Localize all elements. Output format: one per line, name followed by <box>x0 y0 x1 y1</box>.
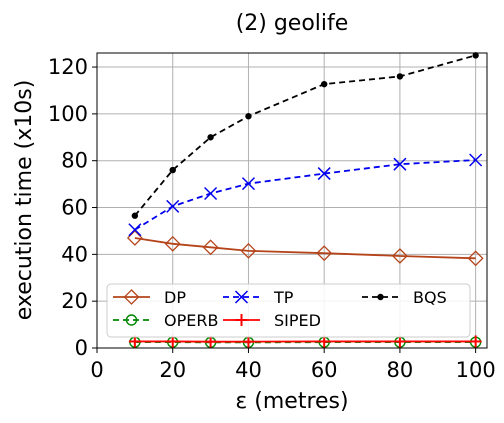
x-tick-label: 0 <box>90 358 103 382</box>
diamond-marker <box>240 242 257 259</box>
data-point-bqs <box>131 212 139 219</box>
x-axis-title: ε (metres) <box>235 389 348 414</box>
data-point-tp <box>469 153 483 167</box>
y-tick-label: 80 <box>61 149 88 173</box>
x-marker-stroke <box>234 290 249 304</box>
grid <box>96 53 487 349</box>
x-marker-stroke <box>204 186 218 201</box>
legend-entry-operb: OPERB <box>113 311 218 330</box>
legend-label: SIPED <box>274 311 321 330</box>
data-point-dp <box>164 235 181 252</box>
y-tick-label: 60 <box>61 196 88 220</box>
data-point-tp <box>204 186 218 201</box>
data-point-bqs <box>396 73 404 80</box>
data-point-siped <box>469 335 482 348</box>
data-point-tp <box>393 157 407 171</box>
x-tick-label: 60 <box>311 358 338 382</box>
dot-marker <box>472 52 479 59</box>
legend-label: DP <box>164 288 186 307</box>
data-point-dp <box>126 230 143 246</box>
dot-marker <box>131 212 139 219</box>
x-tick-label: 80 <box>387 358 414 382</box>
dot-marker <box>396 73 404 80</box>
axes: 0 20 40 60 80 100 0 20 40 60 80 100 120 <box>48 52 496 382</box>
data-point-tp <box>317 167 331 181</box>
plot-frame <box>96 52 488 349</box>
diamond-marker <box>467 250 484 267</box>
x-tick-label: 40 <box>235 358 262 382</box>
x-marker-stroke <box>166 199 180 213</box>
circle-marker <box>125 314 138 326</box>
series-bqs <box>131 52 479 219</box>
x-marker-stroke <box>393 157 407 171</box>
legend-label: OPERB <box>164 311 218 330</box>
legend: DP TP BQS OPERB SIPED <box>106 283 471 338</box>
chart-title: (2) geolife <box>236 11 349 36</box>
data-point-tp <box>241 177 255 191</box>
legend-marker <box>123 289 140 305</box>
diamond-marker <box>316 245 333 262</box>
y-tick-label: 120 <box>48 55 88 79</box>
diamond-marker <box>202 239 219 256</box>
x-tick-label: 100 <box>456 358 496 382</box>
x-marker-stroke <box>317 167 331 181</box>
legend-marker <box>125 314 138 326</box>
data-point-bqs <box>207 134 214 141</box>
legend-marker <box>234 290 249 304</box>
data-point-bqs <box>169 166 176 174</box>
series-tp <box>128 153 483 237</box>
dot-marker <box>169 166 176 174</box>
data-point-siped <box>242 335 255 348</box>
data-point-bqs <box>320 80 328 88</box>
data-point-dp <box>240 242 257 259</box>
y-axis-title: execution time (x10s) <box>12 80 37 321</box>
legend-entry-bqs: BQS <box>362 288 447 307</box>
legend-entry-dp: DP <box>113 288 186 307</box>
y-tick-label: 40 <box>61 242 88 266</box>
y-tick-label: 20 <box>61 289 88 313</box>
data-point-tp <box>166 199 180 213</box>
data-point-tp <box>128 223 142 237</box>
diamond-marker <box>126 230 143 246</box>
data-point-dp <box>316 245 333 262</box>
legend-marker <box>235 314 248 326</box>
x-marker-stroke <box>241 177 255 191</box>
data-point-bqs <box>245 113 252 120</box>
series-line-tp <box>134 159 476 231</box>
dot-marker <box>320 80 328 88</box>
dot-marker <box>207 134 214 141</box>
data-point-dp <box>202 239 219 256</box>
legend-label: BQS <box>413 288 447 307</box>
y-tick-label: 0 <box>75 336 88 360</box>
dot-marker <box>245 113 252 120</box>
dot-marker <box>377 293 384 301</box>
diamond-marker <box>164 235 181 252</box>
diamond-marker <box>391 248 408 264</box>
legend-marker <box>377 293 384 301</box>
diamond-marker <box>123 289 140 305</box>
data-point-dp <box>391 248 408 264</box>
x-marker-stroke <box>128 223 142 237</box>
legend-label: TP <box>273 288 294 307</box>
data-point-dp <box>467 250 484 267</box>
legend-entry-siped: SIPED <box>223 311 321 330</box>
x-tick-label: 20 <box>159 358 186 382</box>
data-point-siped <box>204 335 217 348</box>
series-line-dp <box>134 237 476 260</box>
legend-entry-tp: TP <box>223 288 294 307</box>
series-line-bqs <box>134 54 476 217</box>
x-marker-stroke <box>469 153 483 167</box>
data-point-bqs <box>472 52 479 59</box>
y-tick-label: 100 <box>48 102 88 126</box>
series-dp <box>126 230 484 267</box>
